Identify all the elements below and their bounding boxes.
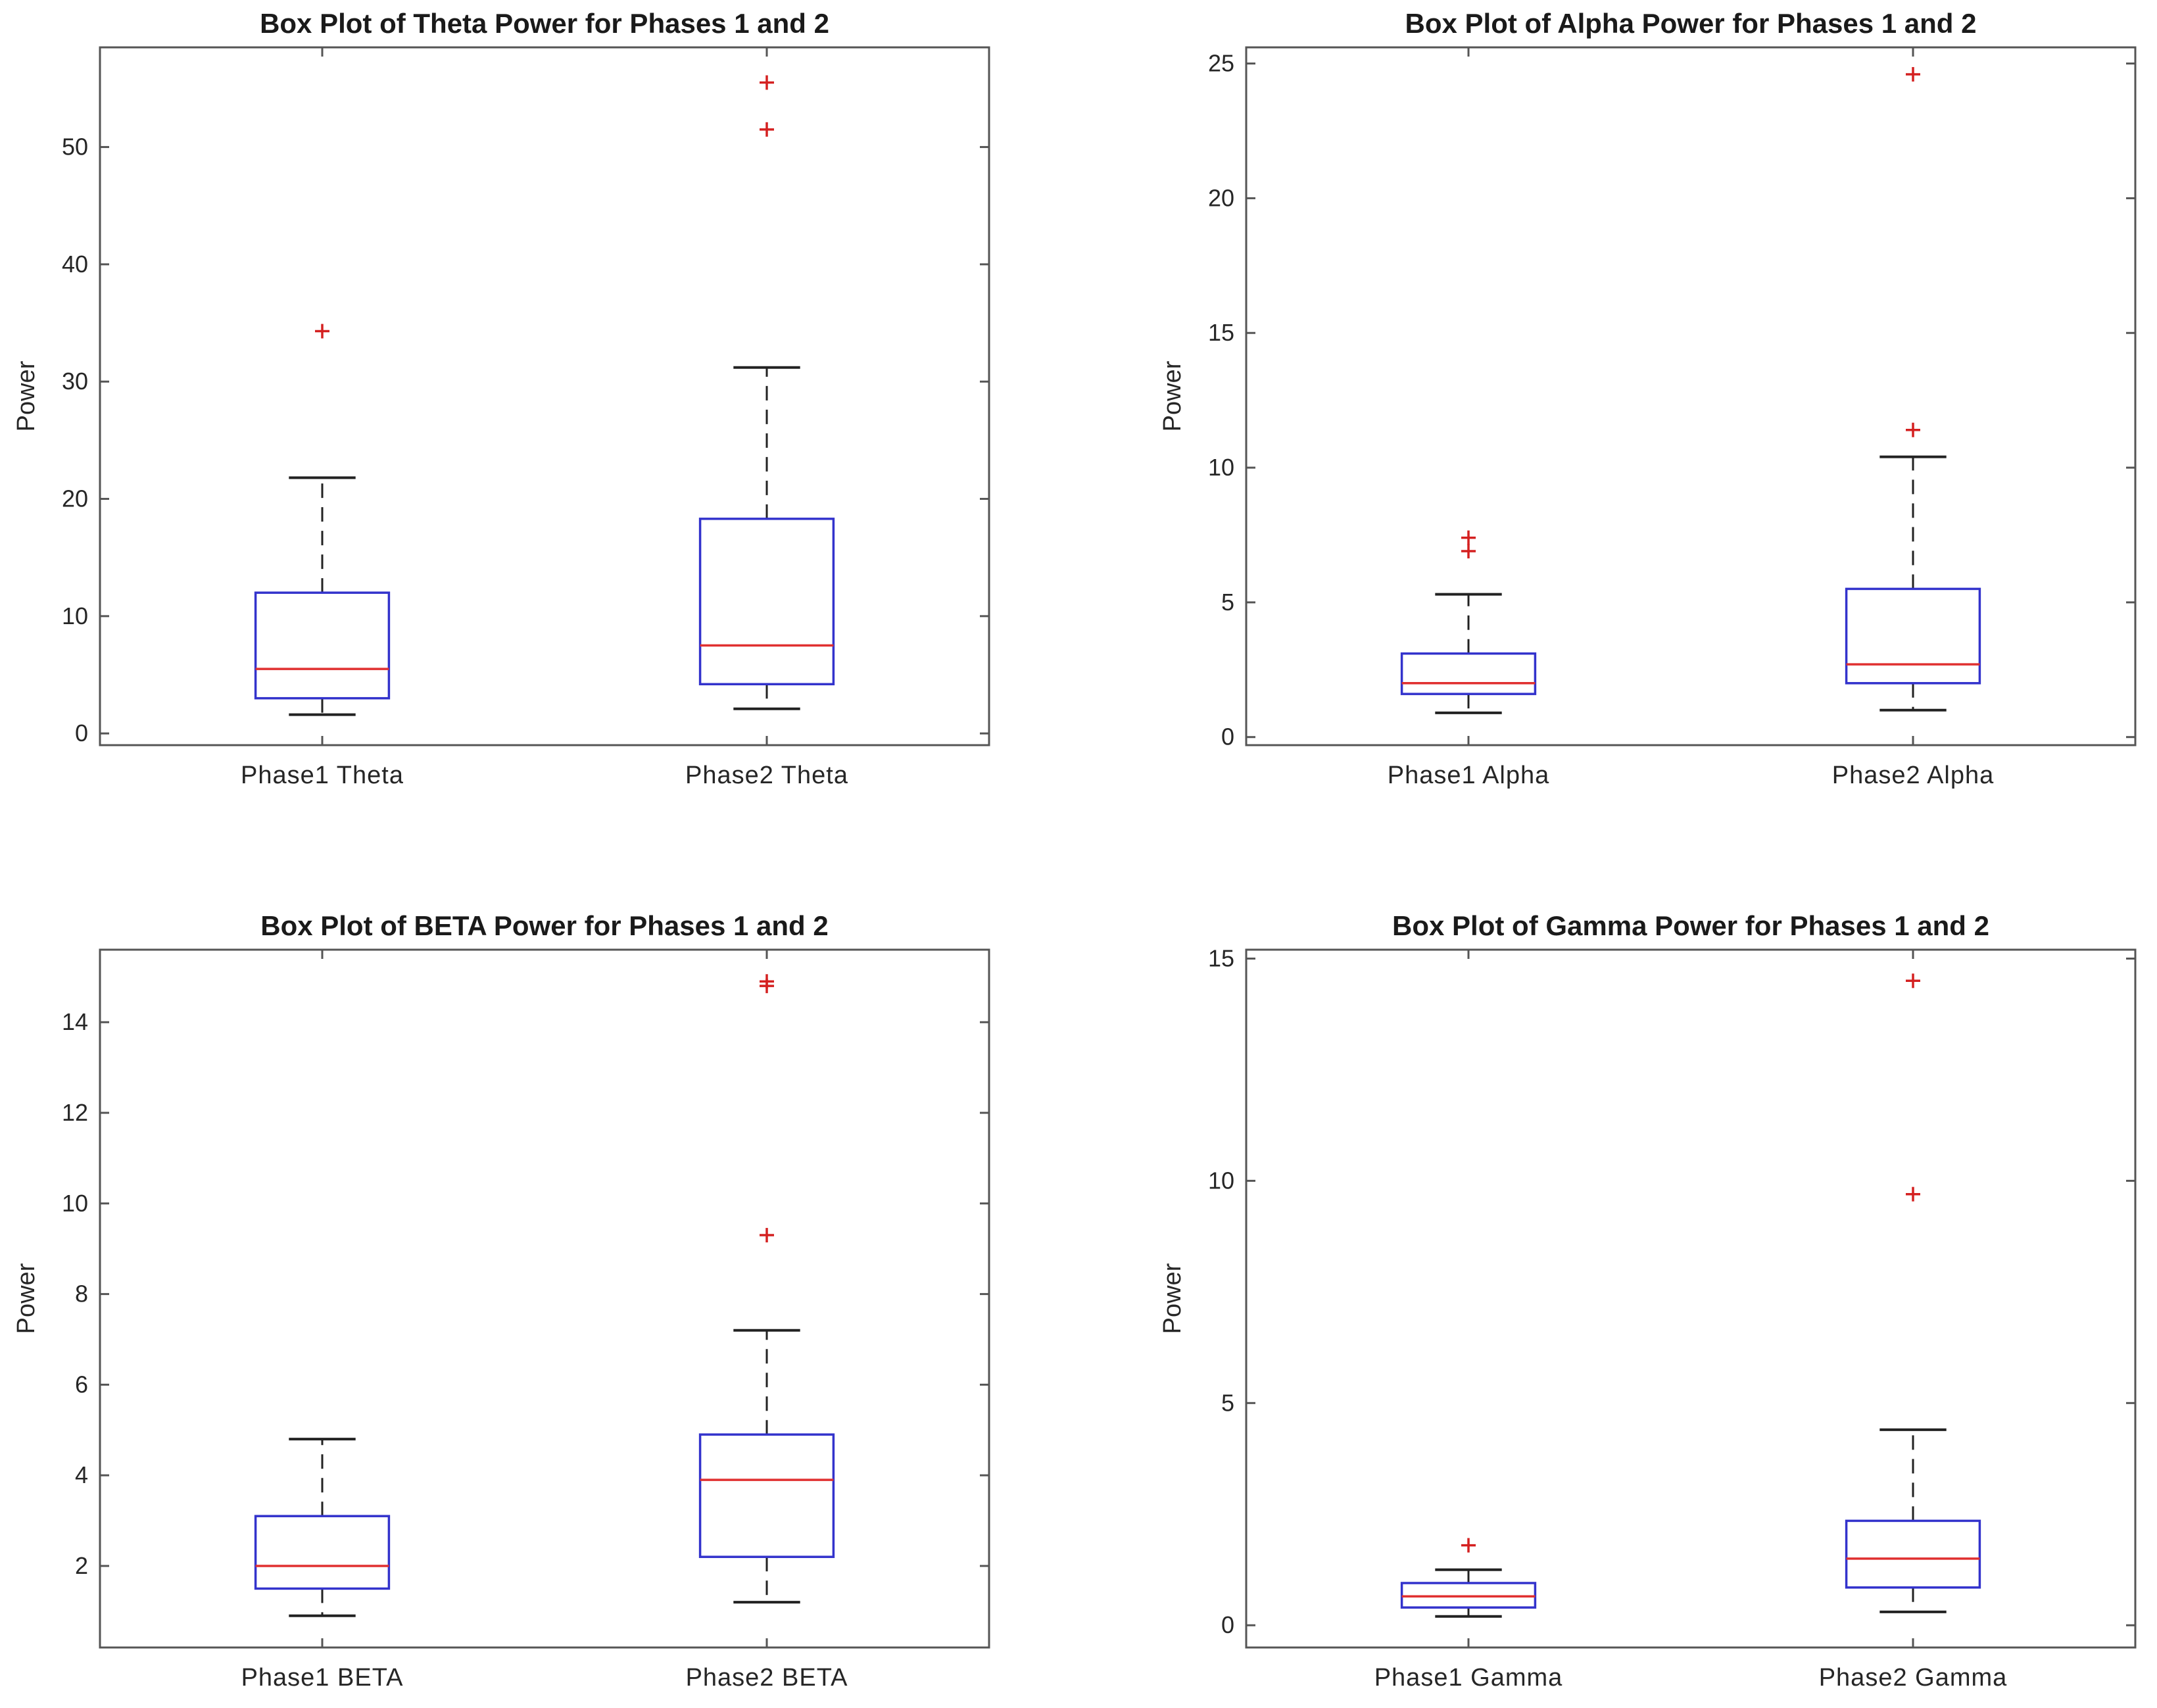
y-tick-label: 25	[1208, 50, 1234, 77]
x-category-label: Phase1 BETA	[241, 1664, 404, 1692]
y-axis-label: Power	[12, 360, 40, 431]
box-1: Phase1 BETA	[241, 950, 404, 1692]
outlier-marker	[1461, 530, 1476, 545]
outlier-marker	[760, 1228, 774, 1243]
y-tick-label: 6	[75, 1371, 88, 1398]
iqr-box	[1845, 587, 1981, 685]
x-category-label: Phase1 Alpha	[1388, 762, 1550, 789]
chart-panel-3: Box Plot of BETA Power for Phases 1 and …	[12, 910, 990, 1692]
box-2: Phase2 Alpha	[1832, 47, 1995, 789]
y-tick-label: 4	[75, 1461, 88, 1488]
outlier-marker	[760, 122, 774, 137]
outlier-marker	[315, 324, 329, 339]
outlier-marker	[1461, 1538, 1476, 1553]
box-2: Phase2 Gamma	[1819, 950, 2008, 1692]
iqr-box	[1845, 1519, 1981, 1589]
outlier-marker	[1906, 422, 1920, 437]
iqr-box	[1400, 652, 1537, 695]
outlier-marker	[1906, 66, 1920, 82]
outlier-marker	[1906, 973, 1920, 988]
iqr-box	[254, 1515, 391, 1590]
box-2: Phase2 Theta	[685, 47, 848, 789]
chart-panel-4: Box Plot of Gamma Power for Phases 1 and…	[1159, 910, 2137, 1692]
chart-title: Box Plot of Gamma Power for Phases 1 and…	[1392, 910, 1989, 941]
iqr-box	[254, 591, 391, 700]
y-tick-label: 8	[75, 1281, 88, 1307]
y-tick-label: 5	[1221, 589, 1234, 616]
x-category-label: Phase1 Theta	[241, 762, 404, 789]
x-category-label: Phase2 Alpha	[1832, 762, 1995, 789]
y-tick-label: 30	[62, 368, 88, 395]
chart-title: Box Plot of Theta Power for Phases 1 and…	[260, 8, 829, 39]
axes-frame	[99, 46, 990, 746]
y-tick-label: 14	[62, 1008, 88, 1035]
y-axis-label: Power	[12, 1263, 40, 1334]
y-tick-label: 0	[1221, 1611, 1234, 1638]
x-category-label: Phase2 Gamma	[1819, 1664, 2008, 1692]
y-tick-label: 15	[1208, 319, 1234, 346]
axes-frame	[1245, 948, 2137, 1649]
y-tick-label: 2	[75, 1552, 88, 1579]
iqr-box	[698, 518, 835, 686]
chart-title: Box Plot of Alpha Power for Phases 1 and…	[1405, 8, 1977, 39]
y-tick-label: 10	[1208, 454, 1234, 481]
x-category-label: Phase1 Gamma	[1374, 1664, 1563, 1692]
iqr-box	[698, 1433, 835, 1558]
y-tick-label: 50	[62, 134, 88, 160]
y-tick-label: 15	[1208, 945, 1234, 972]
y-tick-label: 12	[62, 1099, 88, 1126]
box-1: Phase1 Gamma	[1374, 950, 1563, 1692]
y-tick-label: 0	[1221, 723, 1234, 750]
box-2: Phase2 BETA	[686, 950, 848, 1692]
y-tick-label: 10	[62, 1190, 88, 1217]
axes-frame	[99, 948, 990, 1649]
y-tick-label: 40	[62, 251, 88, 278]
y-tick-label: 10	[62, 602, 88, 629]
y-tick-label: 20	[62, 485, 88, 512]
y-axis-label: Power	[1159, 1263, 1186, 1334]
chart-panel-1: Box Plot of Theta Power for Phases 1 and…	[12, 8, 990, 789]
outlier-marker	[760, 974, 774, 989]
box-1: Phase1 Theta	[241, 47, 404, 789]
x-category-label: Phase2 BETA	[686, 1664, 848, 1692]
outlier-marker	[1461, 544, 1476, 559]
y-tick-label: 10	[1208, 1167, 1234, 1194]
y-axis-label: Power	[1159, 360, 1186, 431]
chart-panel-2: Box Plot of Alpha Power for Phases 1 and…	[1159, 8, 2137, 789]
outlier-marker	[1906, 1186, 1920, 1202]
x-category-label: Phase2 Theta	[685, 762, 848, 789]
y-tick-label: 20	[1208, 184, 1234, 211]
chart-title: Box Plot of BETA Power for Phases 1 and …	[260, 910, 829, 941]
outlier-marker	[760, 75, 774, 90]
axes-frame	[1245, 46, 2137, 746]
y-tick-label: 5	[1221, 1389, 1234, 1416]
box-1: Phase1 Alpha	[1388, 47, 1550, 789]
y-tick-label: 0	[75, 720, 88, 746]
